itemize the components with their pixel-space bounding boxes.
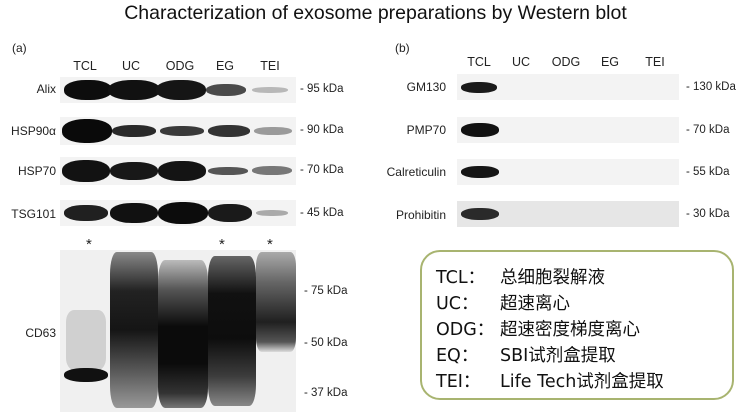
band xyxy=(66,310,106,370)
band xyxy=(461,82,497,93)
legend-key: TEI： xyxy=(436,372,481,392)
mw-marker-calreticulin: - 55 kDa xyxy=(686,166,730,178)
band xyxy=(64,80,112,100)
band xyxy=(108,80,160,100)
blot-strip-hsp70 xyxy=(60,157,296,185)
blot-strip-tsg101 xyxy=(60,200,296,226)
cd63-marker-75: - 75 kDa xyxy=(304,285,348,297)
panel-a-lane-uc: UC xyxy=(121,59,141,73)
figure-title: Characterization of exosome preparations… xyxy=(124,2,627,24)
blot-label-hsp70: HSP70 xyxy=(17,164,56,178)
blot-label-alix: Alix xyxy=(36,82,56,96)
band xyxy=(158,260,208,408)
band xyxy=(160,126,204,136)
legend-key: EQ： xyxy=(436,346,479,366)
legend-value: 超速离心 xyxy=(500,294,570,314)
band xyxy=(62,160,110,182)
panel-b-lane-tcl: TCL xyxy=(467,55,491,69)
band xyxy=(254,127,292,135)
panel-a-lane-odg: ODG xyxy=(165,59,195,73)
blot-strip-cd63 xyxy=(60,250,296,412)
blot-strip-alix xyxy=(60,77,296,103)
mw-marker-hsp90a: - 90 kDa xyxy=(300,124,344,136)
blot-label-prohibitin: Prohibitin xyxy=(395,208,446,222)
abbreviation-legend: TCL： 总细胞裂解液 UC： 超速离心 ODG： 超速密度梯度离心 EQ： SBI试剂… xyxy=(420,250,734,400)
legend-value: Life Tech试剂盒提取 xyxy=(500,372,664,392)
panel-a-lane-tei: TEI xyxy=(260,59,280,73)
legend-row-tcl: TCL： 总细胞裂解液 xyxy=(436,264,605,289)
blot-label-pmp70: PMP70 xyxy=(406,123,446,137)
legend-row-uc: UC： 超速离心 xyxy=(436,290,570,315)
blot-label-gm130: GM130 xyxy=(406,80,446,94)
blot-strip-calreticulin xyxy=(457,159,679,185)
blot-strip-pmp70 xyxy=(457,117,679,143)
panel-b-lane-odg: ODG xyxy=(551,55,581,69)
band xyxy=(110,203,158,223)
mw-marker-hsp70: - 70 kDa xyxy=(300,164,344,176)
legend-key: TCL： xyxy=(436,268,486,288)
band xyxy=(110,252,158,408)
band xyxy=(256,210,288,216)
blot-label-tsg101: TSG101 xyxy=(11,207,56,221)
mw-marker-gm130: - 130 kDa xyxy=(686,81,736,93)
panel-b-lane-eg: EG xyxy=(600,55,620,69)
band xyxy=(208,167,248,175)
band xyxy=(208,256,256,406)
band xyxy=(156,80,206,100)
band xyxy=(208,204,252,222)
panel-b-tag: (b) xyxy=(395,41,410,55)
blot-strip-hsp90a xyxy=(60,117,296,145)
band xyxy=(461,208,499,220)
band xyxy=(112,125,156,137)
mw-marker-pmp70: - 70 kDa xyxy=(686,124,730,136)
panel-a-tag: (a) xyxy=(12,41,27,55)
legend-value: SBI试剂盒提取 xyxy=(500,346,616,366)
mw-marker-tsg101: - 45 kDa xyxy=(300,207,344,219)
legend-key: UC： xyxy=(436,294,479,314)
legend-row-eq: EQ： SBI试剂盒提取 xyxy=(436,342,616,367)
mw-marker-alix: - 95 kDa xyxy=(300,83,344,95)
blot-label-calreticulin: Calreticulin xyxy=(386,165,446,179)
band xyxy=(64,205,108,221)
significance-star-eg: * xyxy=(219,236,225,253)
legend-value: 总细胞裂解液 xyxy=(500,268,605,288)
band xyxy=(252,87,288,93)
legend-value: 超速密度梯度离心 xyxy=(500,320,640,340)
panel-b-lane-tei: TEI xyxy=(645,55,665,69)
cd63-marker-50: - 50 kDa xyxy=(304,337,348,349)
band xyxy=(208,125,250,137)
band xyxy=(158,202,208,224)
blot-label-cd63: CD63 xyxy=(25,326,56,340)
significance-star-tei: * xyxy=(267,236,273,253)
blot-strip-gm130 xyxy=(457,74,679,100)
blot-strip-prohibitin xyxy=(457,201,679,227)
legend-key: ODG： xyxy=(436,320,495,340)
panel-a-lane-eg: EG xyxy=(215,59,235,73)
panel-b-lane-uc: UC xyxy=(511,55,531,69)
band xyxy=(461,123,499,137)
panel-a-lane-tcl: TCL xyxy=(73,59,97,73)
band xyxy=(62,119,112,143)
legend-row-odg: ODG： 超速密度梯度离心 xyxy=(436,316,640,341)
band xyxy=(461,166,499,178)
blot-label-hsp90a: HSP90α xyxy=(11,124,56,138)
cd63-marker-37: - 37 kDa xyxy=(304,387,348,399)
band xyxy=(158,161,206,181)
legend-row-tei: TEI： Life Tech试剂盒提取 xyxy=(436,368,664,393)
band xyxy=(252,166,292,175)
significance-star-tcl: * xyxy=(86,236,92,253)
band xyxy=(256,252,296,352)
band xyxy=(110,162,158,180)
band xyxy=(64,368,108,382)
band xyxy=(206,84,246,96)
mw-marker-prohibitin: - 30 kDa xyxy=(686,208,730,220)
